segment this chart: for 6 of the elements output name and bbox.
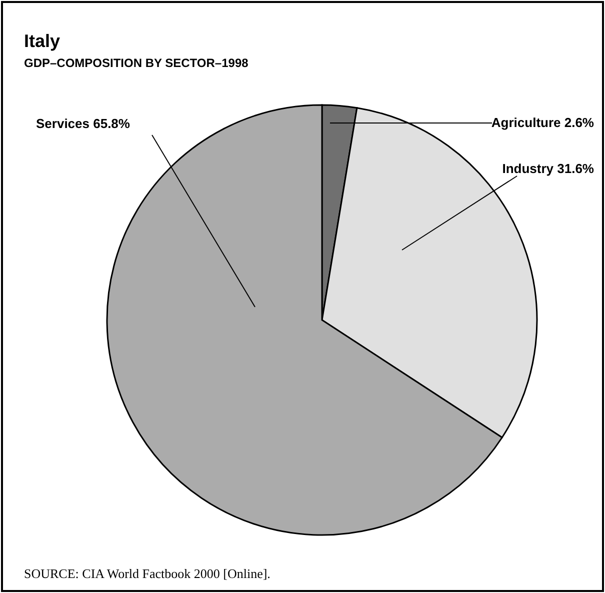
slice-label: Agriculture 2.6% <box>491 115 594 130</box>
chart-subtitle: GDP–COMPOSITION BY SECTOR–1998 <box>24 56 249 70</box>
chart-title: Italy <box>24 31 60 51</box>
source-note: SOURCE: CIA World Factbook 2000 [Online]. <box>24 566 270 581</box>
slice-label: Services 65.8% <box>36 116 130 131</box>
slice-label: Industry 31.6% <box>502 161 594 176</box>
